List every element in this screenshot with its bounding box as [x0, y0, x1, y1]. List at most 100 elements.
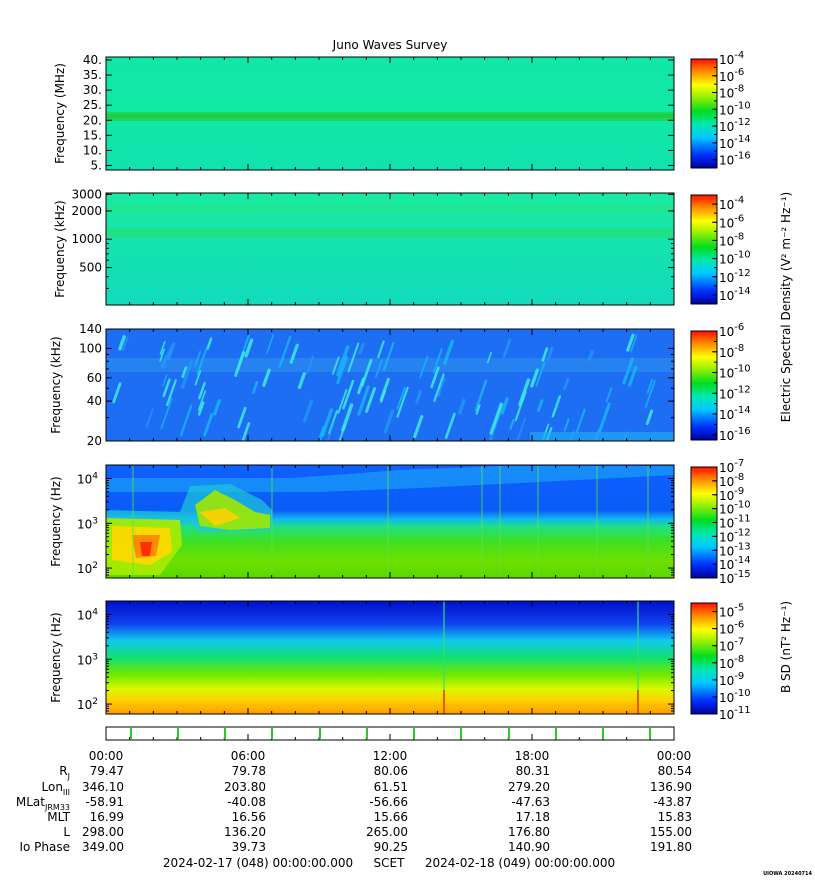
- y-tick-label: 25.: [83, 98, 102, 112]
- burst-streak: [430, 366, 440, 389]
- burst-streak: [432, 348, 443, 374]
- colorbar-tick-label: 10-11: [719, 514, 751, 531]
- burst-streak: [337, 389, 348, 414]
- burst-streak: [628, 365, 638, 387]
- burst-streak: [197, 390, 207, 411]
- y-tick-label: 103: [77, 516, 98, 531]
- burst-streak: [180, 360, 193, 389]
- y-tick-label: 30.: [83, 83, 102, 97]
- colorbar-tick-label: 10-14: [719, 555, 751, 572]
- panel-4-spikes: [132, 466, 649, 578]
- burst-streak: [289, 343, 299, 364]
- burst-streak: [486, 351, 492, 364]
- ephemeris-value: 90.25: [374, 840, 408, 854]
- burst-streak: [379, 377, 390, 401]
- burst-streak: [342, 379, 355, 410]
- panel-4-axes: 104 103 102 Frequency (Hz) 10-710-810-910-10…: [49, 458, 751, 586]
- burst-streak: [357, 385, 370, 416]
- ephemeris-value: 136.20: [224, 825, 266, 839]
- ephemeris-value: 16.56: [232, 810, 266, 824]
- y-tick-label: 140: [79, 322, 102, 336]
- burst-streak: [194, 350, 202, 367]
- time-strip-marks: [105, 728, 675, 740]
- ephemeris-value: 298.00: [82, 825, 124, 839]
- burst-streak: [360, 358, 373, 387]
- colorbar-tick-label: 10-12: [719, 117, 751, 134]
- y-tick-label: 102: [77, 561, 98, 576]
- y-tick-label: 10.: [83, 143, 102, 157]
- burst-streak: [194, 370, 202, 386]
- burst-streak: [598, 402, 611, 433]
- panel-2-band-1: [106, 228, 674, 238]
- ephemeris-label: MLT: [47, 810, 70, 824]
- ephemeris-table: RJ 79.47 79.78 80.06 80.31 80.54 LonIII 346.10 2…: [16, 764, 692, 854]
- panel-1-spectrogram: [106, 57, 674, 170]
- colorbar-tick-label: 10-13: [719, 541, 751, 558]
- ephemeris-value: 80.54: [658, 764, 692, 778]
- burst-streak: [179, 404, 193, 437]
- colorbar-1: [690, 58, 718, 169]
- burst-streak: [502, 338, 512, 358]
- burst-streak: [382, 341, 395, 372]
- colorbar-tick-label: 10-7: [719, 458, 744, 475]
- ephemeris-label: LonIII: [42, 780, 71, 797]
- burst-streak: [160, 354, 169, 369]
- y-tick-label: 5.: [91, 158, 102, 172]
- ephemeris-value: 279.20: [508, 780, 550, 794]
- burst-streak: [166, 346, 173, 359]
- colorbar-tick-label: 10-10: [719, 364, 751, 381]
- colorbar-label-electric: Electric Spectral Density (V² m⁻² Hz⁻¹): [779, 192, 793, 422]
- colorbar-tick-label: 10-12: [719, 268, 751, 285]
- ephemeris-value: -58.91: [85, 795, 124, 809]
- colorbar-tick-label: 10-10: [719, 100, 751, 117]
- credit-stamp: UIOWA 20240714: [763, 871, 812, 877]
- ephemeris-value: 155.00: [650, 825, 692, 839]
- burst-streak: [630, 334, 638, 353]
- ephemeris-value: 191.80: [650, 840, 692, 854]
- time-range-label: SCET: [374, 856, 406, 870]
- time-strip: [105, 726, 675, 741]
- ephemeris-label: Io Phase: [19, 840, 70, 854]
- burst-streak: [433, 373, 445, 402]
- burst-streak: [297, 372, 306, 389]
- burst-streak: [551, 395, 562, 418]
- colorbar-tick-label: 10-14: [719, 405, 751, 422]
- burst-streak: [458, 398, 466, 415]
- burst-streak: [336, 356, 348, 385]
- burst-streak: [331, 356, 340, 375]
- burst-streak: [244, 338, 254, 358]
- burst-streak: [347, 342, 360, 373]
- burst-streak: [419, 355, 429, 379]
- y-axis-label: Frequency (kHz): [53, 200, 67, 297]
- colorbar-tick-label: 10-16: [719, 426, 751, 443]
- y-tick-label: 1000: [71, 232, 102, 246]
- burst-streak: [162, 378, 171, 398]
- colorbar-tick-label: 10-8: [719, 343, 744, 360]
- burst-streak: [302, 399, 314, 423]
- burst-streak: [518, 378, 531, 407]
- colorbar-tick-label: 10-9: [719, 671, 744, 688]
- burst-streak: [443, 339, 455, 365]
- colorbar-tick-label: 10-10: [719, 500, 751, 517]
- colorbar-2: [690, 194, 718, 305]
- burst-streak: [237, 406, 247, 429]
- y-tick-label: 40.: [83, 53, 102, 67]
- burst-streak: [530, 368, 540, 388]
- y-tick-label: 15.: [83, 128, 102, 142]
- ephemeris-value: -56.66: [369, 795, 408, 809]
- panel-3-band: [106, 358, 674, 372]
- burst-streak: [328, 409, 338, 435]
- colorbar-tick-label: 10-10: [719, 688, 751, 705]
- burst-streak: [160, 397, 173, 429]
- colorbar-tick-label: 10-11: [719, 705, 751, 722]
- burst-streak: [358, 342, 365, 355]
- panel-4-spectrogram: [106, 465, 674, 578]
- ephemeris-value: 176.80: [508, 825, 550, 839]
- y-axis-label: Frequency (MHz): [53, 63, 67, 164]
- panel-5-spectrogram: [106, 601, 674, 714]
- colorbar-tick-label: 10-8: [719, 654, 744, 671]
- burst-streak: [415, 390, 422, 404]
- ephemeris-value: -47.63: [511, 795, 550, 809]
- burst-streak: [444, 412, 456, 439]
- burst-streak: [474, 379, 488, 412]
